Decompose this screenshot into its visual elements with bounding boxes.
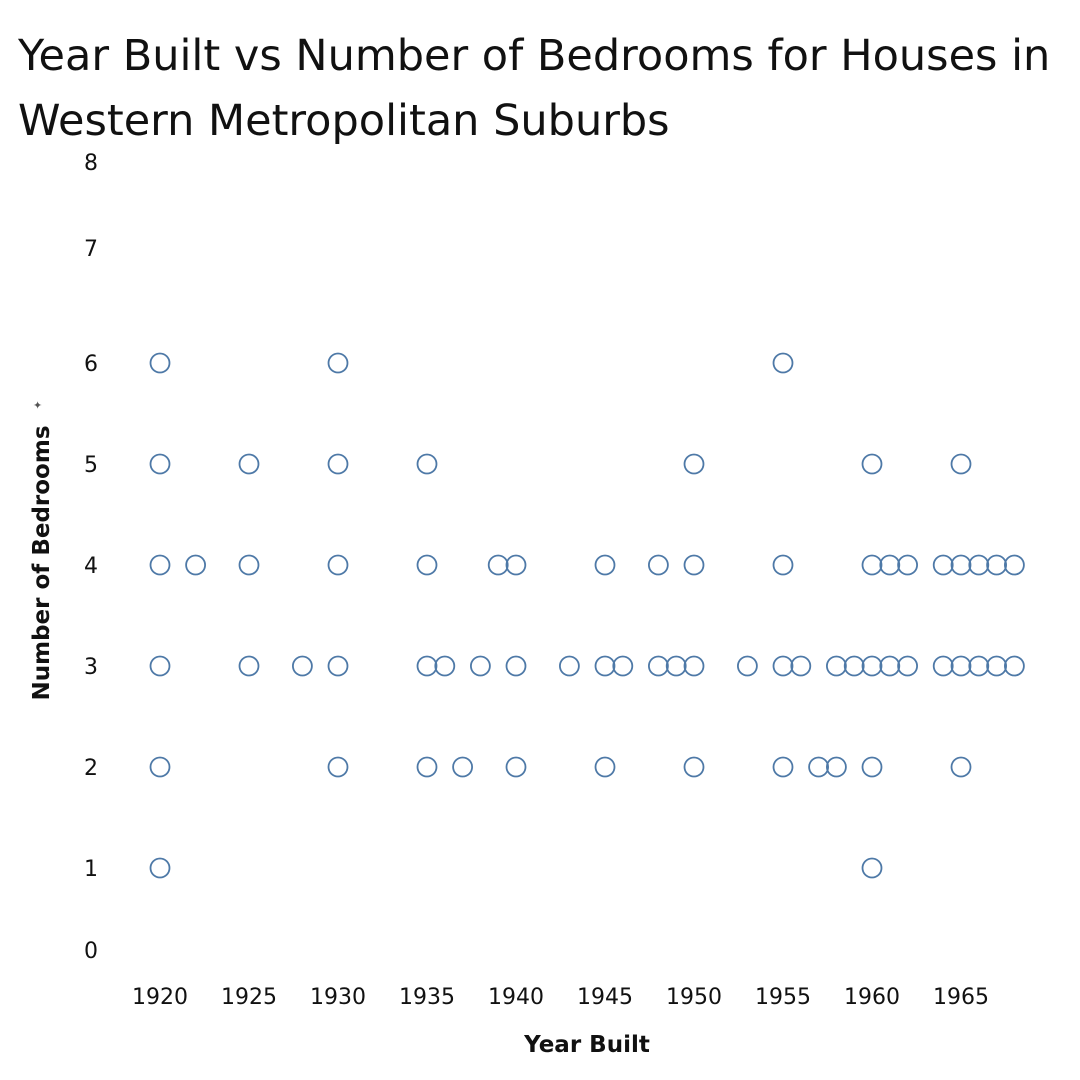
data-point[interactable]: [487, 554, 509, 576]
x-axis-ticks: 1920 1925 1930 1935 1940 1945 1950 1955 1960 1965: [132, 985, 989, 1010]
data-point[interactable]: [843, 655, 865, 677]
data-point[interactable]: [452, 756, 474, 778]
data-point[interactable]: [665, 655, 687, 677]
x-tick-label: 1965: [933, 985, 989, 1010]
data-point[interactable]: [149, 554, 171, 576]
data-point[interactable]: [648, 554, 669, 576]
data-point[interactable]: [416, 554, 438, 576]
x-tick-label: 1940: [488, 985, 544, 1010]
data-point[interactable]: [861, 857, 883, 879]
x-tick-label: 1920: [132, 985, 188, 1010]
data-point[interactable]: [897, 655, 918, 677]
x-tick-label: 1935: [399, 985, 455, 1010]
data-point[interactable]: [861, 554, 883, 576]
data-point[interactable]: [683, 655, 705, 677]
data-point[interactable]: [1004, 655, 1025, 677]
x-tick-label: 1950: [666, 985, 722, 1010]
data-point[interactable]: [986, 655, 1007, 677]
data-point[interactable]: [149, 756, 171, 778]
data-point[interactable]: [149, 453, 171, 475]
data-point[interactable]: [826, 756, 847, 778]
data-point[interactable]: [772, 352, 794, 374]
data-point[interactable]: [950, 756, 972, 778]
data-point[interactable]: [950, 655, 972, 677]
data-point[interactable]: [149, 857, 171, 879]
data-point[interactable]: [238, 554, 260, 576]
y-axis-title: Number of Bedrooms: [29, 425, 55, 700]
data-point[interactable]: [861, 655, 883, 677]
data-point[interactable]: [790, 655, 812, 677]
data-point[interactable]: [559, 655, 580, 677]
data-point[interactable]: [950, 554, 972, 576]
data-point[interactable]: [968, 655, 990, 677]
data-point[interactable]: [327, 453, 349, 475]
y-axis-ticks: 0 1 2 3 4 5 6 7 8: [84, 151, 98, 964]
data-point[interactable]: [897, 554, 918, 576]
data-point[interactable]: [149, 352, 171, 374]
data-point[interactable]: [327, 554, 349, 576]
data-point[interactable]: [327, 655, 349, 677]
x-tick-label: 1925: [221, 985, 277, 1010]
data-point[interactable]: [950, 453, 972, 475]
y-tick-label: 1: [84, 857, 98, 882]
data-point[interactable]: [327, 352, 349, 374]
data-point[interactable]: [772, 554, 794, 576]
chart-title: Year Built vs Number of Bedrooms for Hou…: [18, 31, 1051, 146]
data-point[interactable]: [505, 756, 527, 778]
data-point[interactable]: [826, 655, 847, 677]
x-tick-label: 1930: [310, 985, 366, 1010]
x-tick-label: 1960: [844, 985, 900, 1010]
data-points: [149, 352, 1025, 879]
x-tick-label: 1945: [577, 985, 633, 1010]
data-point[interactable]: [772, 655, 794, 677]
data-point[interactable]: [772, 756, 794, 778]
data-point[interactable]: [932, 554, 954, 576]
data-point[interactable]: [149, 655, 171, 677]
data-point[interactable]: [612, 655, 634, 677]
data-point[interactable]: [932, 655, 954, 677]
data-point[interactable]: [505, 554, 527, 576]
data-point[interactable]: [416, 655, 438, 677]
data-point[interactable]: [505, 655, 527, 677]
data-point[interactable]: [238, 453, 260, 475]
data-point[interactable]: [879, 655, 901, 677]
data-point[interactable]: [185, 554, 207, 576]
data-point[interactable]: [808, 756, 829, 778]
data-point[interactable]: [594, 655, 616, 677]
data-point[interactable]: [416, 453, 438, 475]
data-point[interactable]: [683, 756, 705, 778]
y-tick-label: 8: [84, 151, 98, 176]
y-tick-label: 3: [84, 655, 98, 680]
data-point[interactable]: [327, 756, 349, 778]
data-point[interactable]: [683, 453, 705, 475]
pin-icon: ✦: [33, 399, 42, 412]
data-point[interactable]: [1004, 554, 1025, 576]
y-tick-label: 4: [84, 554, 98, 579]
y-tick-label: 0: [84, 939, 98, 964]
data-point[interactable]: [416, 756, 438, 778]
data-point[interactable]: [434, 655, 456, 677]
y-tick-label: 7: [84, 237, 98, 262]
data-point[interactable]: [469, 655, 491, 677]
data-point[interactable]: [861, 453, 883, 475]
data-point[interactable]: [861, 756, 883, 778]
data-point[interactable]: [986, 554, 1007, 576]
data-point[interactable]: [683, 554, 705, 576]
data-point[interactable]: [238, 655, 260, 677]
data-point[interactable]: [594, 756, 616, 778]
y-tick-label: 5: [84, 453, 98, 478]
data-point[interactable]: [737, 655, 758, 677]
data-point[interactable]: [291, 655, 313, 677]
data-point[interactable]: [594, 554, 616, 576]
data-point[interactable]: [648, 655, 669, 677]
y-tick-label: 2: [84, 756, 98, 781]
x-axis-title: Year Built: [523, 1032, 650, 1058]
data-point[interactable]: [968, 554, 990, 576]
x-tick-label: 1955: [755, 985, 811, 1010]
y-tick-label: 6: [84, 352, 98, 377]
data-point[interactable]: [879, 554, 901, 576]
